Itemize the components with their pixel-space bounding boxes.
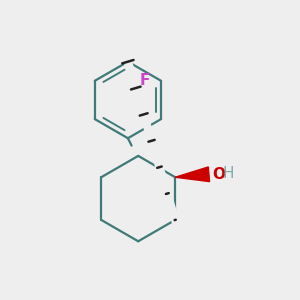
Text: H: H — [222, 166, 234, 181]
Polygon shape — [175, 167, 210, 182]
Text: F: F — [140, 73, 150, 88]
Text: O: O — [212, 167, 226, 182]
